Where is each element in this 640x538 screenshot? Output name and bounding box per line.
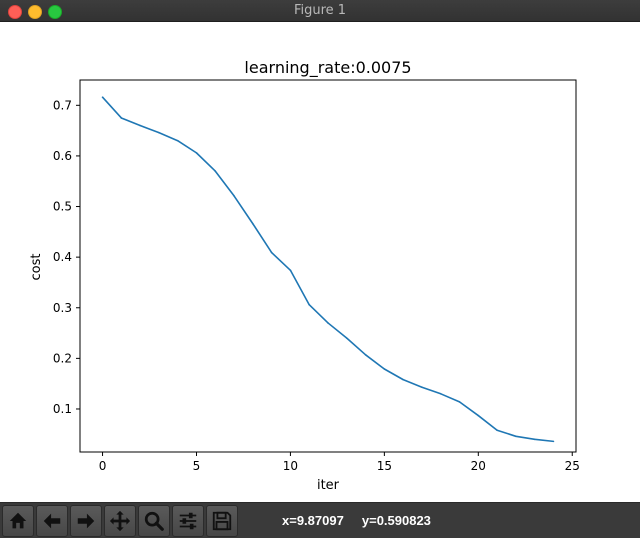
data-point	[252, 222, 254, 225]
navigation-toolbar: x=9.87097 y=0.590823	[0, 502, 640, 538]
maximize-window-button[interactable]	[48, 5, 62, 19]
forward-button[interactable]	[70, 505, 102, 537]
plot-frame	[79, 79, 577, 453]
move-icon	[109, 510, 131, 532]
data-point	[270, 251, 273, 254]
subplots-button[interactable]	[172, 505, 204, 537]
arrow-right-icon	[77, 513, 95, 529]
data-point	[402, 378, 404, 381]
data-point	[327, 322, 329, 324]
data-point	[214, 170, 217, 172]
figure-canvas[interactable]: learning_rate:0.0075 0 5 10 15 20 25 0.1 0.2 0.3…	[0, 22, 640, 502]
data-point	[345, 337, 348, 339]
cursor-coordinates: x=9.87097 y=0.590823	[282, 513, 431, 528]
data-point	[477, 414, 480, 417]
back-button[interactable]	[36, 505, 68, 537]
y-tick-label: 0.4	[53, 250, 72, 264]
data-point	[383, 368, 386, 370]
sliders-icon	[179, 512, 197, 530]
data-point	[308, 303, 311, 306]
y-axis-label: cost	[29, 254, 44, 281]
home-button[interactable]	[2, 505, 34, 537]
y-tick-label: 0.7	[53, 98, 72, 112]
data-point	[496, 429, 498, 432]
window-title: Figure 1	[293, 3, 347, 18]
data-point	[101, 96, 104, 99]
x-tick-label: 0	[99, 459, 107, 473]
y-tick-label: 0.5	[53, 200, 72, 214]
arrow-left-icon	[43, 513, 61, 529]
data-point	[289, 269, 292, 272]
data-point	[158, 131, 160, 134]
data-point	[458, 401, 461, 403]
x-tick-label: 15	[377, 459, 392, 473]
window-titlebar: Figure 1	[0, 0, 640, 22]
save-button[interactable]	[206, 505, 238, 537]
x-tick-label: 10	[283, 459, 298, 473]
data-point	[552, 440, 555, 443]
floppy-disk-icon	[212, 511, 232, 531]
close-window-button[interactable]	[8, 5, 22, 19]
minimize-window-button[interactable]	[28, 5, 42, 19]
data-point	[533, 438, 536, 441]
x-tick-label: 20	[471, 459, 486, 473]
data-point	[515, 435, 517, 438]
cost-line	[101, 96, 554, 443]
x-tick-label: 25	[565, 459, 580, 473]
line-chart: learning_rate:0.0075 0 5 10 15 20 25 0.1 0.2 0.3…	[29, 58, 580, 493]
y-tick-label: 0.6	[53, 149, 72, 163]
data-point	[439, 392, 442, 395]
data-point	[233, 195, 235, 197]
y-tick-label: 0.1	[53, 402, 72, 416]
y-tick-label: 0.3	[53, 301, 72, 315]
chart-title: learning_rate:0.0075	[244, 58, 411, 78]
pan-button[interactable]	[104, 505, 136, 537]
x-tick-label: 5	[193, 459, 201, 473]
data-point	[176, 139, 179, 142]
data-point	[421, 386, 423, 389]
zoom-button[interactable]	[138, 505, 170, 537]
data-point	[364, 354, 367, 356]
magnifier-icon	[144, 511, 164, 531]
x-axis-label: iter	[317, 478, 340, 493]
y-tick-label: 0.2	[53, 351, 72, 365]
data-point	[139, 124, 141, 127]
home-icon	[9, 512, 27, 529]
data-point	[195, 152, 198, 154]
data-point	[120, 117, 123, 119]
